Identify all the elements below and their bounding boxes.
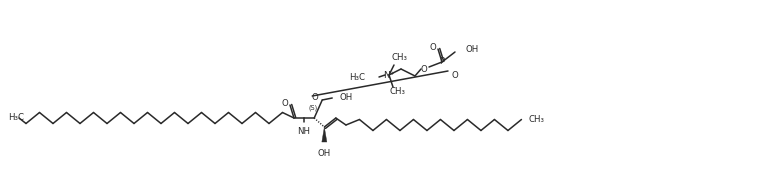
Text: CH₃: CH₃ xyxy=(391,54,407,63)
Text: (S): (S) xyxy=(308,105,318,111)
Text: OH: OH xyxy=(318,149,331,158)
Text: OH: OH xyxy=(340,94,353,103)
Text: O: O xyxy=(312,92,319,101)
Text: NH: NH xyxy=(298,127,311,136)
Text: OH: OH xyxy=(466,45,479,54)
Text: P: P xyxy=(440,57,444,66)
Text: H₃C: H₃C xyxy=(349,72,365,81)
Text: H₃C: H₃C xyxy=(8,114,24,123)
Text: O: O xyxy=(451,72,458,81)
Text: CH₃: CH₃ xyxy=(390,88,406,97)
Text: CH₃: CH₃ xyxy=(528,115,545,124)
Polygon shape xyxy=(322,127,327,142)
Text: N⁺: N⁺ xyxy=(383,71,395,80)
Text: O: O xyxy=(420,64,427,73)
Text: O: O xyxy=(430,42,437,52)
Text: O: O xyxy=(281,99,288,108)
